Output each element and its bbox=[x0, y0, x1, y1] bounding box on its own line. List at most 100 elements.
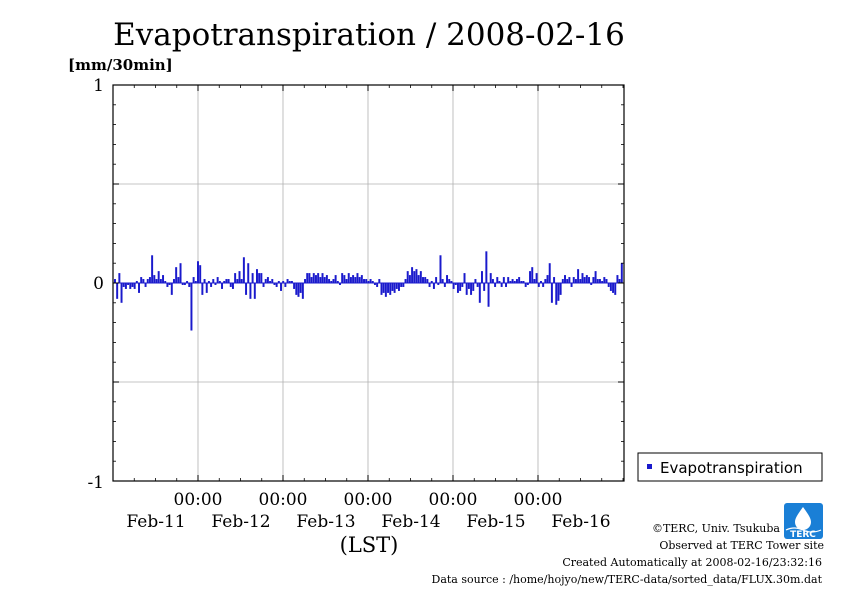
series-bar bbox=[221, 283, 224, 289]
series-bar bbox=[116, 283, 119, 299]
series-bar bbox=[481, 271, 483, 283]
series-bar bbox=[162, 275, 165, 283]
series-bar bbox=[299, 283, 302, 293]
series-bar bbox=[583, 277, 586, 283]
series-bar bbox=[555, 283, 558, 305]
series-bar bbox=[229, 283, 232, 287]
series-bar bbox=[507, 277, 510, 283]
series-bar bbox=[146, 279, 149, 283]
series-bar bbox=[122, 283, 125, 287]
series-bar bbox=[487, 283, 490, 307]
series-bar bbox=[155, 279, 158, 283]
series-bar bbox=[177, 277, 180, 283]
series-bar bbox=[505, 283, 507, 287]
series-bar bbox=[225, 279, 228, 283]
series-bar bbox=[509, 281, 512, 283]
series-bar bbox=[360, 275, 363, 283]
series-bar bbox=[454, 283, 457, 285]
series-bar bbox=[485, 251, 488, 283]
series-bar bbox=[216, 277, 219, 283]
x-date-label: Feb-11 bbox=[126, 512, 185, 532]
series-bar bbox=[502, 277, 505, 283]
x-date-label: Feb-15 bbox=[466, 512, 525, 532]
series-bar bbox=[574, 279, 577, 283]
series-bar bbox=[288, 281, 291, 283]
series-bar bbox=[378, 279, 381, 283]
series-bar bbox=[585, 275, 588, 283]
series-bar bbox=[607, 283, 610, 287]
series-bar bbox=[548, 263, 551, 283]
series-bar bbox=[564, 275, 566, 283]
series-bar bbox=[603, 277, 606, 283]
series-bar bbox=[242, 257, 245, 283]
series-bar bbox=[258, 273, 261, 283]
series-bar bbox=[168, 283, 171, 285]
series-bar bbox=[308, 273, 311, 283]
series-bar bbox=[172, 279, 175, 283]
series-bars bbox=[113, 251, 624, 331]
x-date-label: Feb-16 bbox=[551, 512, 610, 532]
chart-title: Evapotranspiration / 2008-02-16 bbox=[113, 17, 625, 53]
x-date-label: Feb-13 bbox=[296, 512, 355, 532]
series-bar bbox=[240, 279, 243, 283]
series-bar bbox=[537, 283, 540, 287]
series-bar bbox=[227, 279, 230, 283]
series-bar bbox=[205, 283, 208, 293]
footer-copyright: ©TERC, Univ. Tsukuba bbox=[652, 522, 780, 535]
series-bar bbox=[400, 283, 403, 287]
footer-source: Data source : /home/hojyo/new/TERC-data/… bbox=[432, 573, 823, 586]
series-bar bbox=[131, 283, 134, 287]
series-bar bbox=[518, 277, 521, 283]
series-bar bbox=[159, 279, 162, 283]
series-bar bbox=[238, 271, 241, 283]
series-bar bbox=[439, 255, 442, 283]
series-bar bbox=[170, 283, 173, 295]
series-bar bbox=[203, 279, 206, 283]
series-bar bbox=[251, 273, 254, 283]
series-bar bbox=[336, 281, 339, 283]
series-bar bbox=[531, 267, 534, 283]
series-bar bbox=[456, 283, 459, 293]
y-axis-unit-label: [mm/30min] bbox=[68, 56, 173, 74]
series-bar bbox=[422, 277, 424, 283]
series-bar bbox=[140, 277, 143, 283]
series-bar bbox=[247, 263, 250, 283]
series-bar bbox=[376, 283, 379, 287]
axis-ticks bbox=[112, 84, 624, 482]
series-bar bbox=[124, 283, 127, 289]
series-bar bbox=[465, 283, 468, 295]
series-bar bbox=[157, 271, 160, 283]
series-bar bbox=[382, 283, 385, 293]
series-bar bbox=[539, 281, 542, 283]
series-bar bbox=[402, 283, 405, 287]
series-bar bbox=[310, 277, 313, 283]
series-bar bbox=[293, 283, 296, 289]
series-bar bbox=[249, 283, 252, 299]
series-bar bbox=[550, 283, 553, 303]
series-bar bbox=[127, 283, 130, 285]
series-bar bbox=[186, 281, 189, 283]
series-bar bbox=[470, 283, 473, 295]
series-bar bbox=[207, 281, 210, 283]
wave-icon bbox=[785, 527, 822, 533]
series-bar bbox=[467, 283, 470, 289]
series-bar bbox=[365, 279, 368, 283]
series-bar bbox=[212, 279, 215, 283]
series-bar bbox=[452, 283, 455, 289]
x-time-label: 00:00 bbox=[259, 490, 308, 510]
y-tick-label-top: 1 bbox=[93, 76, 104, 96]
series-bar bbox=[476, 283, 479, 287]
series-bar bbox=[529, 271, 532, 283]
series-bar bbox=[295, 283, 298, 295]
terc-logo: TERC bbox=[784, 503, 823, 540]
series-bar bbox=[395, 283, 398, 289]
series-bar bbox=[570, 283, 573, 287]
series-bar bbox=[345, 279, 348, 283]
series-bar bbox=[135, 281, 138, 283]
series-bar bbox=[341, 273, 344, 283]
series-bar bbox=[306, 273, 309, 283]
series-bar bbox=[520, 281, 523, 283]
series-bar bbox=[448, 279, 451, 283]
series-bar bbox=[384, 283, 387, 297]
series-bar bbox=[489, 273, 492, 283]
